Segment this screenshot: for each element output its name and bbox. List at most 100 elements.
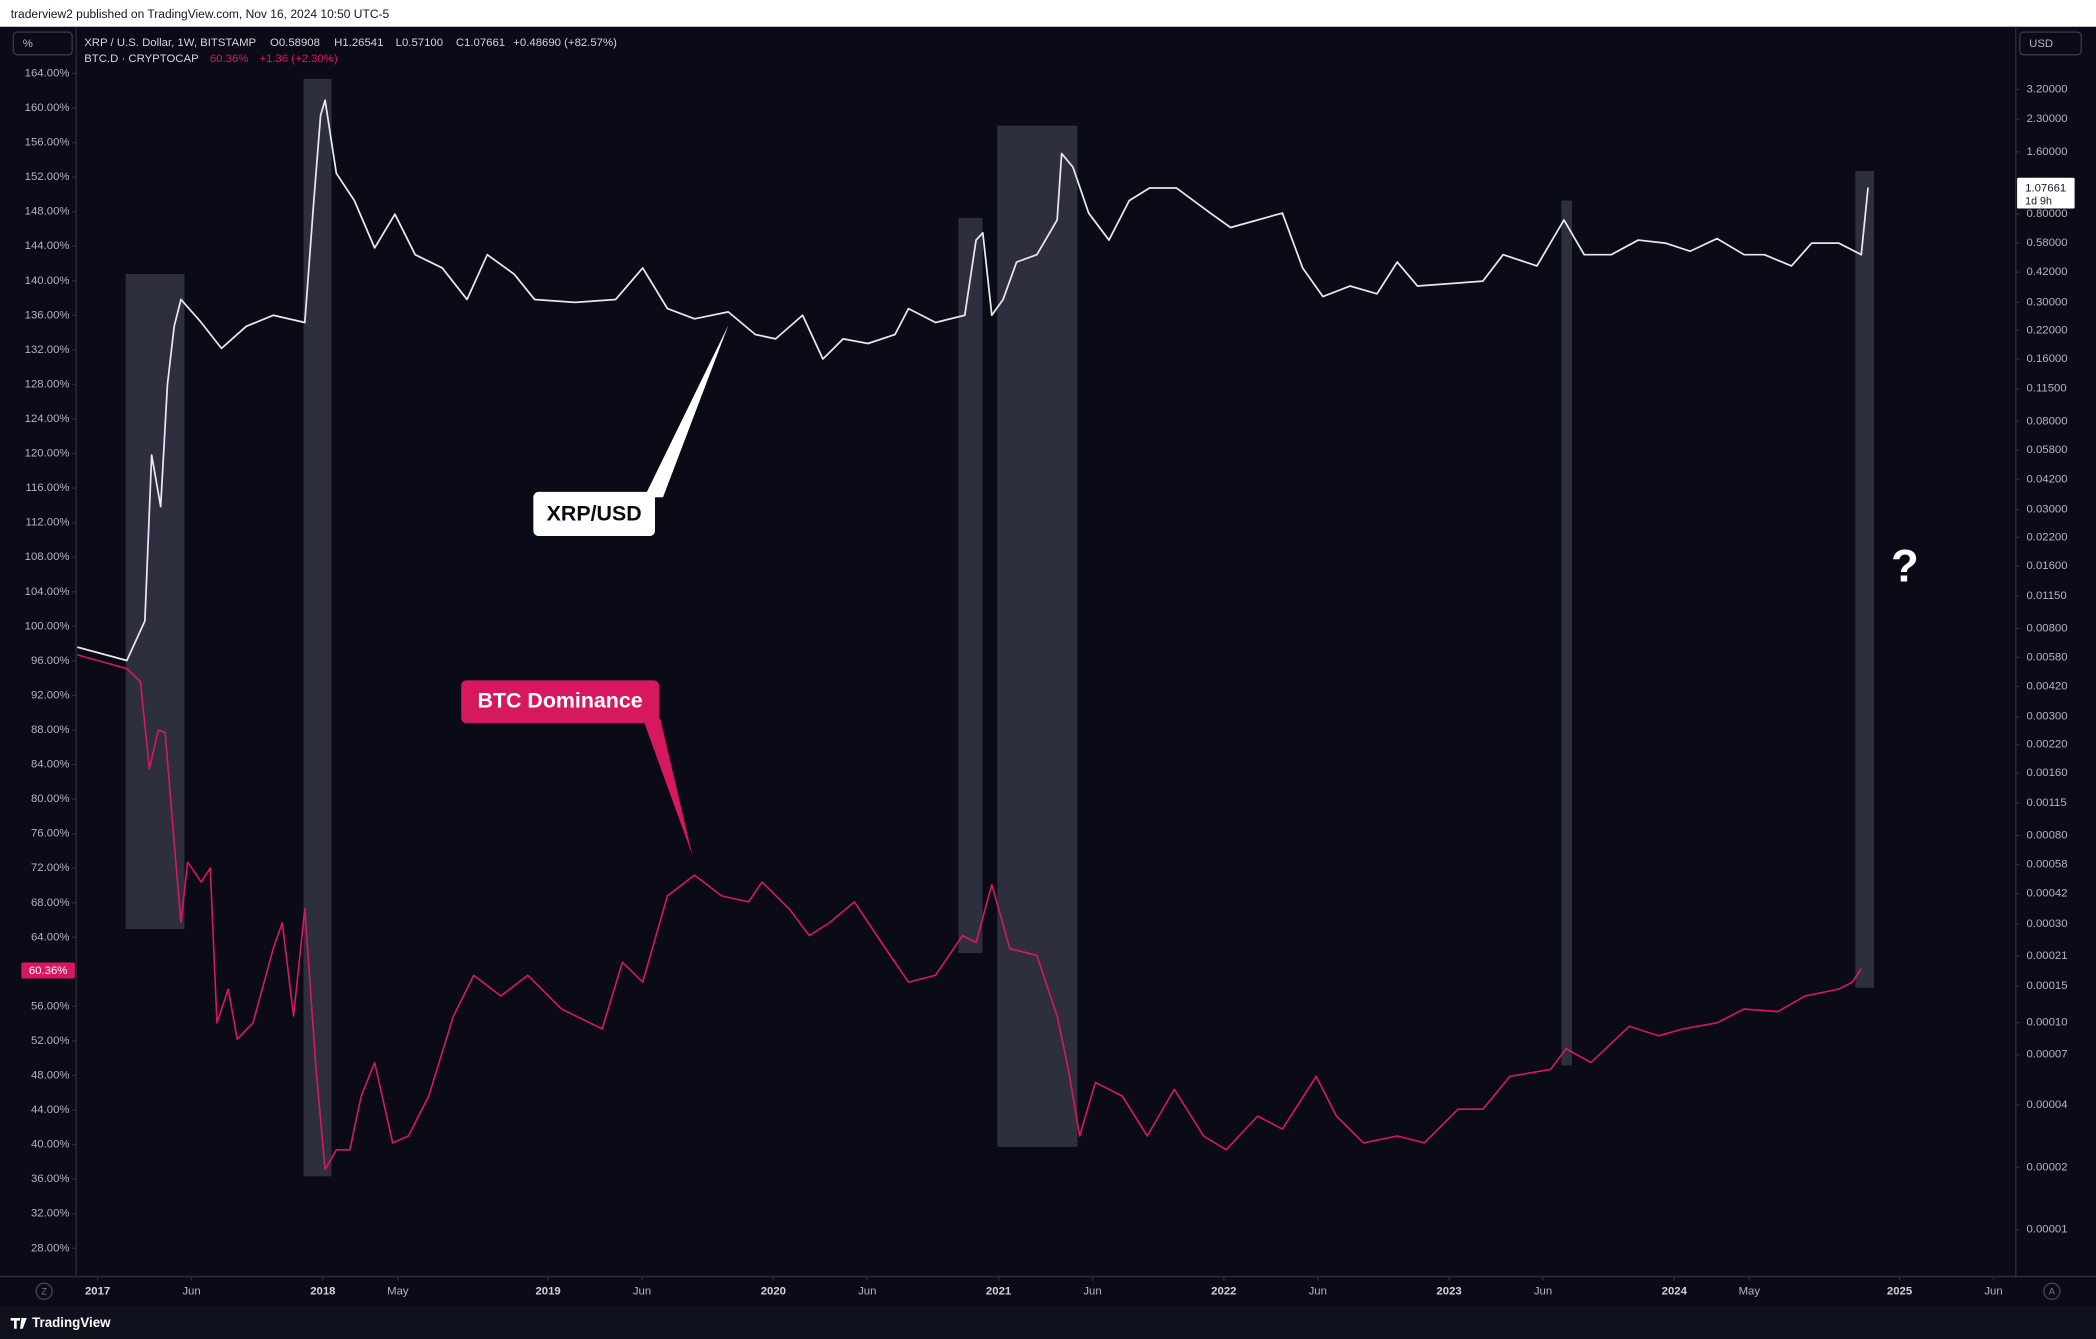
footer-bar <box>0 1305 2096 1339</box>
y2-tick-label: 0.30000 <box>2026 296 2067 308</box>
y2-tick-label: 0.00042 <box>2026 888 2067 900</box>
countdown-label: 1d 9h <box>2025 196 2052 208</box>
y2-tick-label: 0.00030 <box>2026 918 2067 930</box>
callout-pointer <box>644 324 729 498</box>
x-tick-label: 2018 <box>310 1285 335 1297</box>
y-tick-label: 76.00% <box>31 828 70 840</box>
callout-pointer <box>642 719 693 856</box>
y2-tick-label: 0.42000 <box>2026 266 2067 278</box>
y2-tick-label: 1.60000 <box>2026 146 2067 158</box>
x-tick-label: 2025 <box>1887 1285 1912 1297</box>
y-tick-label: 100.00% <box>25 620 70 632</box>
x-tick-label: Jun <box>1534 1285 1552 1297</box>
x-tick-label: May <box>1739 1285 1761 1297</box>
last-price-box <box>2017 177 2075 209</box>
y-tick-label: 52.00% <box>31 1035 70 1047</box>
x-tick-label: Jun <box>182 1285 200 1297</box>
y2-tick-label: 0.00015 <box>2026 980 2067 992</box>
y-tick-label: 36.00% <box>31 1173 70 1185</box>
xrp-low: L0.57100 <box>396 37 443 49</box>
y2-tick-label: 3.20000 <box>2026 83 2067 95</box>
y-tick-label: 144.00% <box>25 240 70 252</box>
highlight <box>997 125 1078 1147</box>
y2-tick-label: 0.22000 <box>2026 324 2067 336</box>
y2-tick-label: 2.30000 <box>2026 113 2067 125</box>
plot <box>77 99 1869 1171</box>
y-tick-label: 132.00% <box>25 344 70 356</box>
callout-btc: BTC Dominance <box>478 688 643 712</box>
xrp-open: O0.58908 <box>270 37 320 49</box>
x-tick-label: May <box>387 1285 409 1297</box>
y2-tick-label: 0.03000 <box>2026 504 2067 516</box>
y2-tick-label: 0.00007 <box>2026 1049 2067 1061</box>
button[interactable] <box>2043 1282 2061 1300</box>
y-tick-label: 140.00% <box>25 275 70 287</box>
y2-tick-label: 0.00001 <box>2026 1224 2067 1236</box>
y-tick-label: 112.00% <box>25 517 69 529</box>
y2-tick-label: 0.00160 <box>2026 767 2067 779</box>
series-line <box>77 99 1869 662</box>
y2-tick-label: 0.11500 <box>2026 383 2066 395</box>
y2-tick-label: 0.01150 <box>2026 590 2066 602</box>
y-tick-label: 148.00% <box>25 206 70 218</box>
y2-tick-label: 0.00058 <box>2026 858 2067 870</box>
y2-tick-label: 0.00580 <box>2026 651 2067 663</box>
y2-tick-label: 0.58000 <box>2026 237 2067 249</box>
button-label[interactable]: A <box>2049 1286 2056 1296</box>
x-tick-label: 2023 <box>1436 1285 1461 1297</box>
y2-tick-label: 0.00002 <box>2026 1161 2067 1173</box>
y-tick-label: 28.00% <box>31 1242 70 1254</box>
last-value-label: 60.36% <box>29 965 68 977</box>
x-tick-label: 2024 <box>1662 1285 1688 1297</box>
y2-tick-label: 0.00010 <box>2026 1017 2067 1029</box>
y-tick-label: 128.00% <box>25 378 70 390</box>
xrp-symbol: XRP / U.S. Dollar, 1W, BITSTAMP <box>84 37 256 49</box>
btc-change: +1.36 (+2.30%) <box>259 53 338 65</box>
y-tick-label: 56.00% <box>31 1000 70 1012</box>
x-tick-label: Jun <box>633 1285 651 1297</box>
y2-tick-label: 0.00420 <box>2026 680 2067 692</box>
unit-box[interactable] <box>2019 31 2082 56</box>
highlight <box>1561 200 1572 1066</box>
x-tick-label: 2021 <box>986 1285 1011 1297</box>
top-bar <box>0 0 2096 27</box>
y2-tick-label: 0.16000 <box>2026 353 2067 365</box>
xrp-change: +0.48690 (+82.57%) <box>513 37 617 49</box>
btc-symbol: BTC.D · CRYPTOCAP <box>84 53 198 65</box>
y-tick-label: 72.00% <box>31 862 70 874</box>
x-tick-label: Jun <box>1309 1285 1327 1297</box>
y-tick-label: 80.00% <box>31 793 70 805</box>
highlight-zones <box>125 78 1875 1177</box>
left-unit[interactable]: % <box>23 38 33 50</box>
series-line <box>77 654 1862 1171</box>
x-tick-label: 2022 <box>1211 1285 1236 1297</box>
y2-tick-label: 0.00080 <box>2026 830 2067 842</box>
y-tick-label: 48.00% <box>31 1070 70 1082</box>
brand-logo <box>10 1318 27 1329</box>
last-value-box <box>21 962 75 979</box>
y2-tick-label: 0.01600 <box>2026 560 2067 572</box>
y-tick-label: 164.00% <box>25 67 70 79</box>
y2-tick-label: 0.80000 <box>2026 208 2067 220</box>
y2-tick-label: 0.08000 <box>2026 415 2067 427</box>
y-tick-label: 68.00% <box>31 897 70 909</box>
y-tick-label: 160.00% <box>25 102 70 114</box>
callout-xrp: XRP/USD <box>547 501 642 525</box>
y-tick-label: 44.00% <box>31 1104 70 1116</box>
y-tick-label: 136.00% <box>25 309 70 321</box>
right-unit[interactable]: USD <box>2029 38 2053 50</box>
x-tick-label: Jun <box>858 1285 876 1297</box>
callout-box <box>461 680 660 724</box>
highlight <box>125 274 185 930</box>
question-mark: ? <box>1891 540 1919 591</box>
unit-box[interactable] <box>12 31 73 56</box>
y2-tick-label: 0.00021 <box>2026 950 2067 962</box>
button-label[interactable]: Z <box>41 1286 47 1296</box>
y2-tick-label: 0.00300 <box>2026 711 2067 723</box>
last-price-label: 1.07661 <box>2025 182 2066 194</box>
button[interactable] <box>35 1282 53 1300</box>
x-tick-label: 2019 <box>535 1285 560 1297</box>
